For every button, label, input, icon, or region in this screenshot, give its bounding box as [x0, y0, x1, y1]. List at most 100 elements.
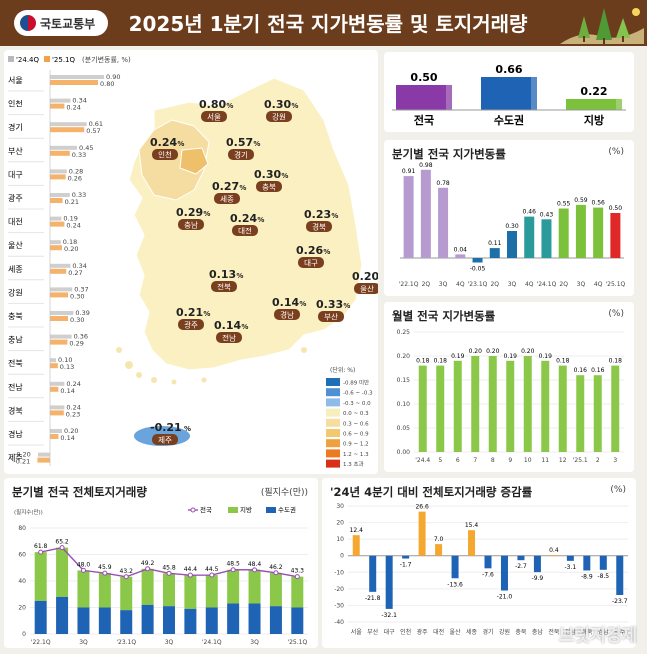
map-value-label: 0.30 — [254, 168, 281, 181]
summary-label: 수도권 — [494, 114, 524, 127]
bar-capital — [248, 603, 261, 634]
y-tick-label: 20 — [336, 520, 344, 527]
summary-label: 전국 — [414, 113, 434, 127]
bar-capital — [163, 606, 175, 634]
tick-label: 세종 — [466, 628, 478, 636]
map-unit-label: % — [226, 102, 233, 110]
tick-label: 제주 — [614, 628, 626, 636]
data-label: 0.18 — [416, 358, 430, 365]
data-label: 26.6 — [415, 504, 429, 511]
bar — [558, 365, 567, 452]
tick-label: 4Q — [525, 281, 534, 288]
bar-curr — [37, 457, 50, 463]
data-label: -13.6 — [447, 581, 463, 588]
data-label: 0.18 — [434, 358, 448, 365]
island-shape — [116, 347, 122, 353]
region-label: 제주 — [8, 454, 23, 463]
map-value-label: 0.21 — [176, 306, 203, 319]
y-tick-label: 30 — [336, 503, 344, 510]
bar-region — [141, 568, 154, 605]
map-region-badge — [232, 225, 258, 236]
data-label: -7.6 — [482, 571, 494, 578]
y-tick-label: -30 — [334, 602, 344, 609]
region-label: 전북 — [8, 358, 23, 368]
bar-curr — [50, 316, 68, 321]
data-label: 49.2 — [141, 560, 155, 567]
data-label: 0.19 — [539, 353, 553, 360]
map-region-badge — [298, 257, 324, 268]
region-label: 경남 — [8, 429, 23, 439]
data-label: 0.50 — [609, 205, 623, 212]
region-label: 울산 — [8, 240, 23, 250]
map-legend-swatch — [326, 418, 340, 427]
data-label: 43.2 — [120, 568, 134, 575]
bar-prev — [50, 98, 71, 103]
header-bar: 국토교통부 2025년 1분기 전국 지가변동률 및 토지거래량 — [0, 0, 647, 46]
map-region-badge — [306, 221, 332, 232]
volume-change-bar-chart: 30 20 10 0 -10 -20 -30 -40 12.4 서울 -21.8 부산 -32.1 대구 -… — [334, 503, 628, 636]
data-label: -3.1 — [564, 564, 576, 571]
chart-title: 분기별 전국 전체토지거래량 — [12, 485, 147, 499]
bar-prev-label: 0.39 — [75, 309, 89, 317]
bar-prev — [50, 334, 72, 339]
tick-label: 10 — [524, 457, 532, 464]
region-label: 경기 — [8, 122, 23, 132]
legend-swatch-capital — [266, 507, 276, 513]
data-label: 15.4 — [465, 522, 479, 529]
bar-prev-label: 0.34 — [72, 262, 86, 270]
bar-capital — [120, 610, 133, 634]
data-label: 0.91 — [402, 168, 416, 175]
bar-prev-label: -0.20 — [14, 451, 31, 459]
tick-label: 2Q — [490, 281, 499, 288]
bar — [435, 544, 443, 556]
region-label: 대전 — [8, 217, 23, 227]
map-region-badge — [354, 283, 380, 294]
data-label: 0.98 — [419, 162, 433, 169]
bar-prev — [50, 169, 67, 174]
bar — [524, 216, 535, 258]
bar-region — [56, 547, 69, 597]
bar-capital — [141, 604, 154, 634]
map-unit-label: % — [203, 310, 210, 318]
data-label: 0.18 — [609, 358, 623, 365]
tick-label: 충북 — [515, 628, 527, 636]
bar-region — [248, 569, 261, 604]
tick-label: '22.1Q — [31, 639, 51, 646]
bar-curr-label: 0.29 — [69, 340, 83, 348]
y-tick-label: 10 — [336, 536, 344, 543]
data-label: 45.8 — [162, 564, 176, 571]
tick-label: '24.1Q — [537, 281, 557, 288]
map-value-label: 0.29 — [176, 206, 203, 219]
data-label: 0.16 — [574, 367, 588, 374]
map-value-label: 0.33 — [316, 298, 343, 311]
bar — [533, 555, 541, 573]
seoul-region-shape — [179, 147, 209, 175]
tick-label: '23.1Q — [116, 639, 136, 646]
map-region-name: 울산 — [360, 284, 374, 294]
transaction-volume-panel: 분기별 전국 전체토지거래량 (필지수(만)) (필지수(만)) 0 20 40 60 8… — [4, 478, 318, 648]
bar-curr — [50, 339, 68, 345]
bar-curr-label: 0.57 — [86, 127, 100, 135]
bar-region — [163, 573, 175, 607]
bar-region — [184, 575, 197, 609]
bar-curr-label: -0.21 — [13, 458, 30, 466]
bar-prev-label: 0.10 — [58, 356, 72, 364]
data-label: 7.0 — [434, 536, 444, 543]
map-legend-swatch — [326, 378, 340, 386]
map-region-name: 전남 — [222, 333, 236, 343]
bar-capital — [34, 600, 47, 634]
point-total — [102, 570, 108, 576]
data-label: 0.20 — [521, 348, 535, 355]
chart-title: 월별 전국 지가변동률 — [392, 309, 496, 323]
data-label: 0.59 — [574, 197, 588, 204]
bar-prev-label: 0.45 — [79, 144, 93, 152]
map-region-badge — [266, 111, 292, 122]
map-region-badge — [211, 281, 237, 292]
bar-region — [205, 575, 218, 608]
map-region-badge — [178, 219, 204, 230]
legend-swatch-prev — [8, 56, 14, 62]
ministry-logo: 국토교통부 — [14, 10, 108, 36]
map-region-name: 경기 — [234, 150, 248, 160]
bar-prev-label: 0.19 — [63, 215, 77, 223]
